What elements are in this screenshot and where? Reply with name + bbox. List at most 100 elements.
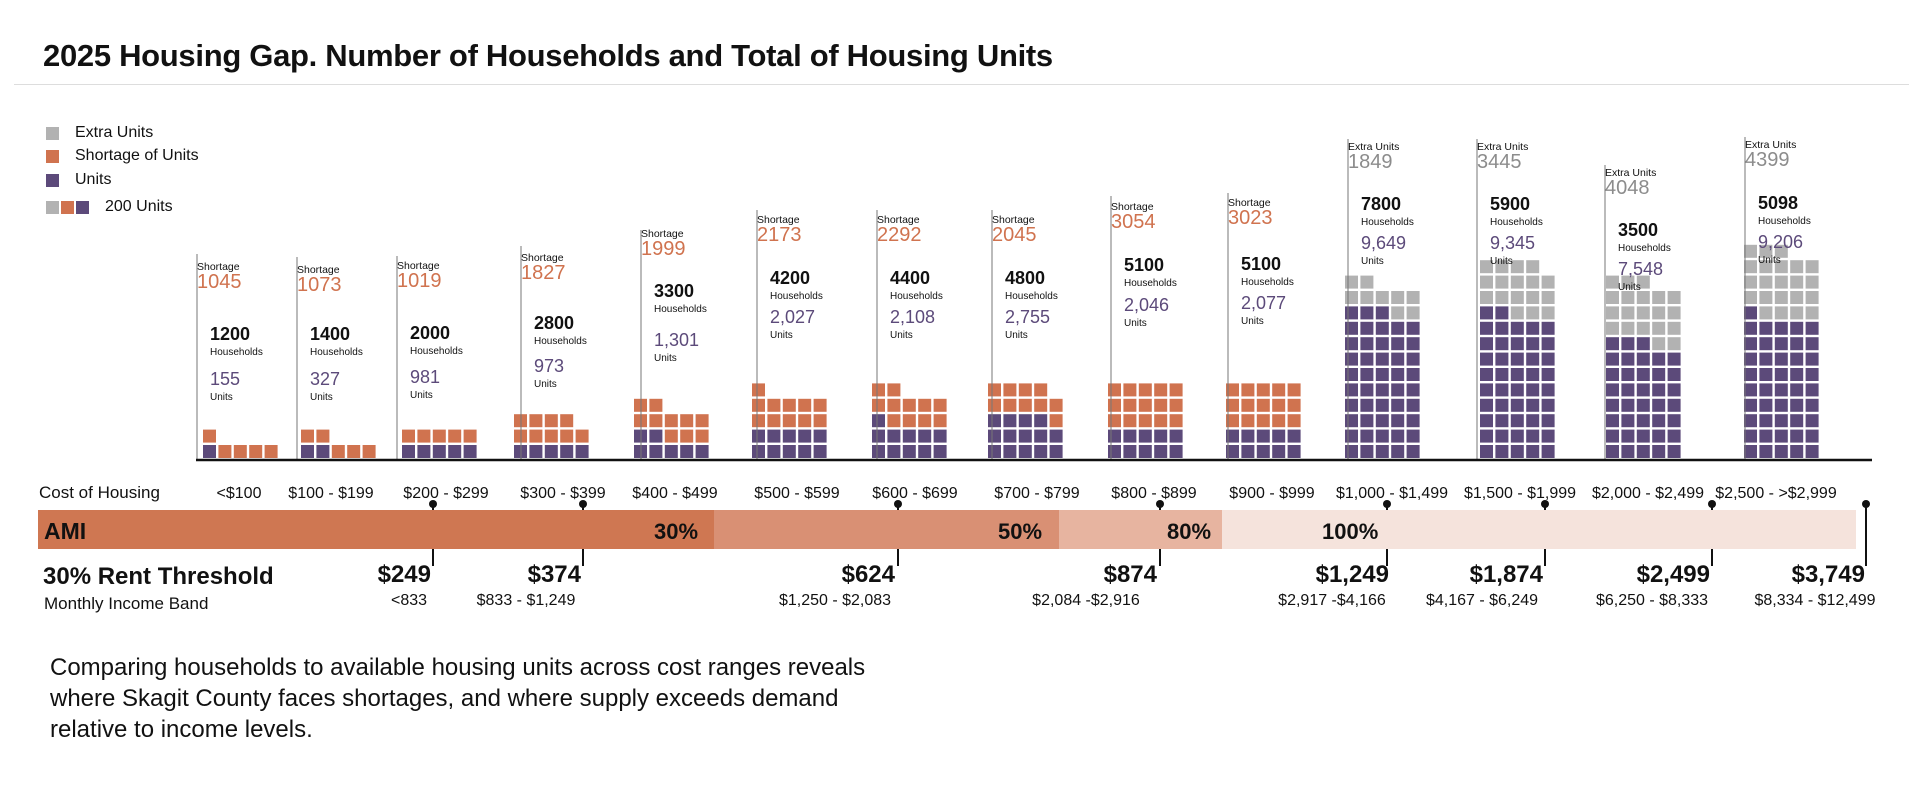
- threshold-dot: [894, 500, 902, 508]
- units-square: [1652, 352, 1666, 366]
- legend-scale: 200 Units: [46, 198, 173, 216]
- households-label: Households: [1490, 217, 1543, 228]
- households-label: Households: [210, 347, 263, 358]
- units-square: [1375, 414, 1389, 428]
- category-label: $600 - $699: [872, 485, 958, 502]
- units-square: [1621, 414, 1635, 428]
- units-square: [1805, 368, 1819, 381]
- units-square: [1526, 429, 1540, 443]
- units-square: [1805, 398, 1819, 412]
- shortage-value: 3023: [1228, 207, 1273, 229]
- shortage-square: [1272, 414, 1286, 428]
- units-square: [1621, 337, 1635, 351]
- units-square: [1495, 429, 1509, 443]
- units-square: [1510, 337, 1524, 351]
- category-label: $400 - $499: [632, 485, 718, 502]
- shortage-square: [1108, 414, 1121, 428]
- units-square: [1744, 445, 1757, 458]
- shortage-heading: Shortage: [397, 260, 440, 272]
- units-square: [575, 445, 589, 458]
- units-label: Units: [1618, 282, 1641, 293]
- ami-30-label: 30%: [654, 519, 699, 544]
- shortage-square: [575, 429, 589, 443]
- extra-square: [1759, 275, 1773, 289]
- units-square: [1541, 337, 1555, 351]
- shortage-value: 1827: [521, 262, 566, 284]
- shortage-square: [529, 414, 543, 428]
- units-square: [1790, 398, 1804, 412]
- households-value: 3300: [654, 281, 694, 301]
- shortage-square: [1287, 398, 1301, 412]
- shortage-heading: Shortage: [297, 264, 340, 276]
- legend-scale-swatch-extra: [46, 200, 59, 214]
- units-square: [1123, 445, 1137, 458]
- units-square: [1480, 368, 1493, 381]
- units-square: [1241, 445, 1255, 458]
- units-square: [752, 429, 765, 443]
- shortage-square: [695, 429, 709, 443]
- units-square: [1360, 414, 1374, 428]
- shortage-square: [1123, 414, 1137, 428]
- shortage-square: [1018, 398, 1032, 412]
- shortage-heading: Shortage: [521, 252, 564, 264]
- units-value: 2,077: [1241, 293, 1286, 313]
- shortage-square: [902, 414, 916, 428]
- units-label: Units: [1361, 256, 1384, 267]
- units-square: [1391, 383, 1405, 397]
- shortage-square: [448, 429, 462, 443]
- households-value: 5098: [1758, 193, 1798, 213]
- shortage-square: [331, 445, 345, 458]
- extra-square: [1541, 275, 1555, 289]
- units-square: [1606, 368, 1619, 381]
- shortage-square: [1287, 414, 1301, 428]
- units-label: Units: [1241, 316, 1264, 327]
- units-square: [1790, 321, 1804, 335]
- extra-value: 4048: [1605, 177, 1650, 199]
- units-square: [1652, 368, 1666, 381]
- ami-100-label: 100%: [1322, 519, 1379, 544]
- units-square: [1636, 368, 1650, 381]
- extra-square: [1636, 306, 1650, 320]
- shortage-square: [529, 429, 543, 443]
- units-square: [1375, 306, 1389, 320]
- units-square: [417, 445, 431, 458]
- units-square: [1774, 414, 1788, 428]
- units-square: [1495, 306, 1509, 320]
- units-square: [1652, 383, 1666, 397]
- extra-square: [1652, 337, 1666, 351]
- legend-units: Units: [46, 171, 111, 189]
- extra-square: [1480, 275, 1493, 289]
- category-label: $300 - $399: [520, 485, 606, 502]
- legend-extra-swatch: [46, 126, 59, 140]
- extra-value: 3445: [1477, 151, 1522, 173]
- units-square: [1606, 398, 1619, 412]
- units-square: [1406, 429, 1420, 443]
- shortage-square: [988, 398, 1001, 412]
- units-square: [1345, 306, 1358, 320]
- units-square: [1138, 445, 1152, 458]
- extra-square: [1406, 306, 1420, 320]
- units-square: [1621, 383, 1635, 397]
- units-square: [1652, 445, 1666, 458]
- units-square: [1345, 352, 1358, 366]
- extra-square: [1480, 260, 1493, 274]
- shortage-square: [1241, 398, 1255, 412]
- units-square: [1495, 414, 1509, 428]
- shortage-square: [664, 429, 678, 443]
- units-square: [767, 429, 781, 443]
- units-square: [1667, 414, 1681, 428]
- units-square: [1652, 429, 1666, 443]
- units-square: [1759, 398, 1773, 412]
- units-square: [1774, 368, 1788, 381]
- shortage-square: [362, 445, 376, 458]
- shortage-square: [1154, 383, 1168, 397]
- shortage-square: [664, 414, 678, 428]
- units-square: [1034, 445, 1048, 458]
- category-label: $1,500 - $1,999: [1464, 485, 1576, 502]
- units-square: [1744, 352, 1757, 366]
- units-square: [1636, 398, 1650, 412]
- households-value: 5900: [1490, 194, 1530, 214]
- units-square: [1406, 352, 1420, 366]
- shortage-heading: Shortage: [641, 228, 684, 240]
- shortage-square: [887, 414, 901, 428]
